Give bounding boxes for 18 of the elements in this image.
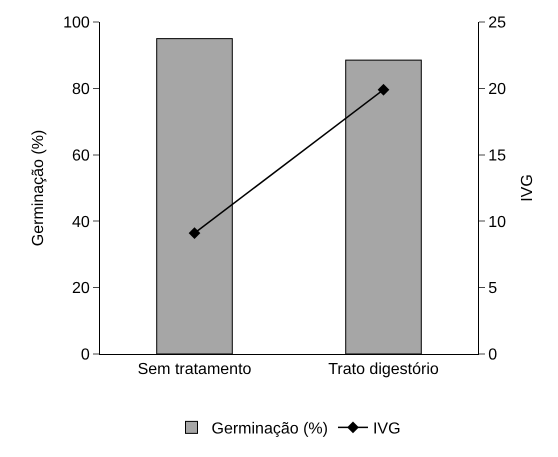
y2-tick-label: 0	[488, 346, 498, 364]
y2-tick-label: 20	[488, 81, 506, 98]
y-axis-title: Germinação (%)	[30, 130, 47, 246]
y2-tick-label: 25	[488, 14, 506, 32]
x-tick-label: Trato digestório	[328, 361, 439, 378]
legend-label: IVG	[372, 420, 401, 438]
y-tick-label: 40	[72, 214, 90, 231]
y2-tick-label: 10	[488, 214, 506, 231]
y-tick-label: 0	[80, 346, 90, 364]
legend-label: Germinação (%)	[212, 420, 328, 438]
y-tick-label: 80	[72, 81, 90, 98]
x-tick-label: Sem tratamento	[138, 361, 252, 378]
y2-tick-label: 5	[488, 280, 498, 298]
y-tick-label: 100	[63, 14, 90, 32]
y-tick-label: 20	[72, 280, 90, 298]
y2-axis-title: IVG	[518, 174, 536, 202]
y2-tick-label: 15	[488, 147, 506, 164]
y-tick-label: 60	[72, 147, 90, 164]
